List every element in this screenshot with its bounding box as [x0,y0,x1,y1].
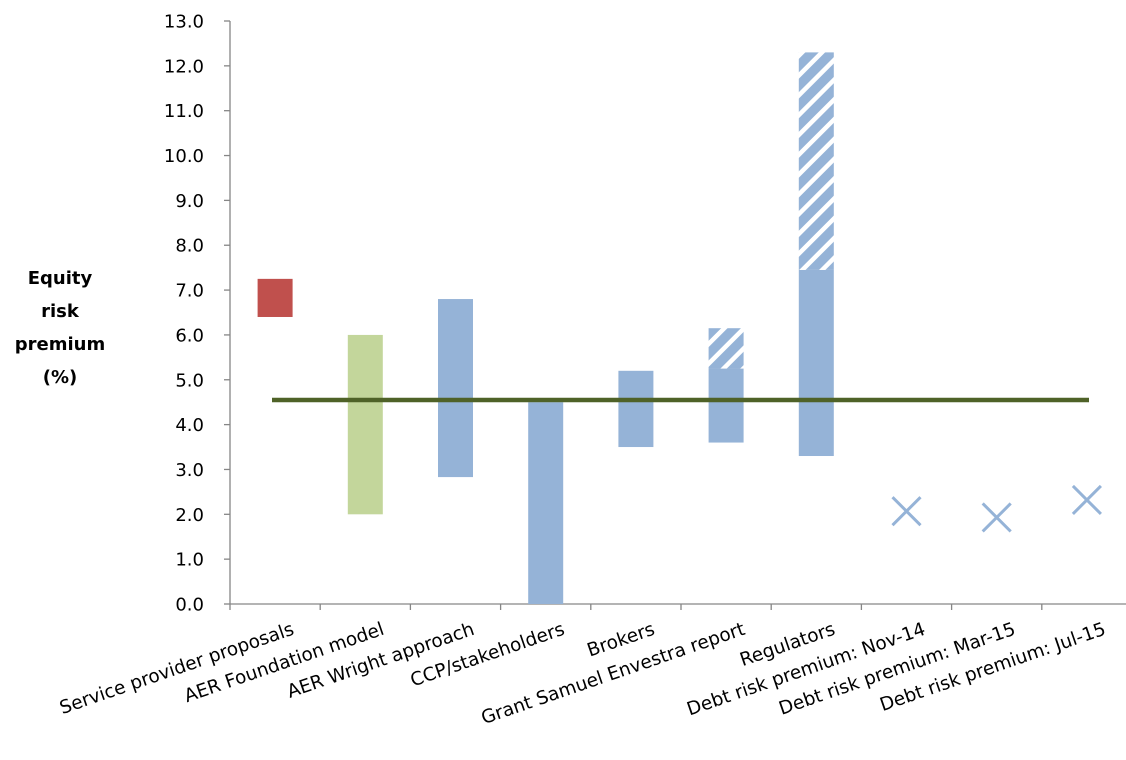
range-bar [347,334,383,515]
y-tick-label: 5.0 [175,370,204,391]
y-tick-label: 10.0 [164,146,204,167]
y-tick-label: 3.0 [175,460,204,481]
x-marker-stroke [891,496,922,527]
y-tick-label: 13.0 [164,12,204,33]
y-tick-label: 11.0 [164,101,204,122]
y-tick-label: 7.0 [175,281,204,302]
x-marker-stroke [1071,484,1102,516]
range-bar [257,278,293,317]
x-marker [1071,484,1102,516]
x-tick-label: CCP/stakeholders [408,619,567,691]
y-tick-label: 0.0 [175,595,204,616]
y-tick-label: 6.0 [175,325,204,346]
y-tick-label: 9.0 [175,191,204,212]
y-tick-label: 8.0 [175,236,204,257]
range-bar [528,402,564,604]
y-tick-label: 12.0 [164,56,204,77]
range-bar [708,368,744,443]
y-axis-label-line: Equity [27,268,93,289]
y-tick-label: 1.0 [175,550,204,571]
x-marker [981,502,1012,533]
x-marker-stroke [981,502,1012,533]
y-axis-label: Equity risk premium (%) [0,262,120,394]
y-tick-label: 4.0 [175,415,204,436]
range-bar [438,299,473,478]
x-marker [891,496,922,527]
range-bar-hatched [798,52,834,270]
y-axis-label-line: premium [14,334,106,355]
y-axis-label-line: risk [41,301,79,322]
range-bar-hatched [708,328,744,369]
range-bar [618,370,654,448]
y-tick-label: 2.0 [175,505,204,526]
range-bar [798,269,834,457]
y-axis-label-line: (%) [42,367,78,388]
